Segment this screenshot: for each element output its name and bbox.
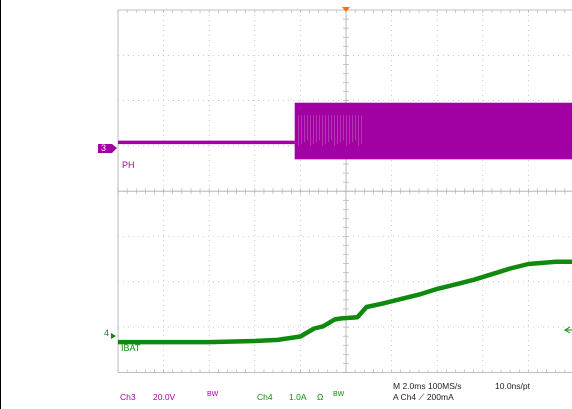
ph-series-label: PH xyxy=(122,160,135,170)
frame-left xyxy=(0,0,1,409)
ch4-scale: 1.0A xyxy=(289,392,307,402)
ch3-badge-label: 3 xyxy=(101,143,106,153)
ch3-scale: 20.0V xyxy=(153,392,176,402)
ibat-trace xyxy=(118,259,572,345)
trigger-position-marker xyxy=(342,7,350,12)
timebase: M 2.0ms 100MS/s xyxy=(393,381,462,391)
ch4-arrow xyxy=(111,333,116,339)
trigger-setting: A Ch4 ⟋ 200mA xyxy=(393,392,454,402)
ch3-bw: BW xyxy=(207,391,219,398)
ibat-series-label: IBAT xyxy=(121,343,141,353)
ch4-label: Ch4 xyxy=(257,392,273,402)
traces xyxy=(118,102,572,345)
ch3-label: Ch3 xyxy=(120,392,136,402)
ch3-arrow xyxy=(112,144,117,153)
ch4-ohm: Ω xyxy=(317,392,323,402)
markers: 3 PH 4 IBAT xyxy=(98,7,572,353)
ph-trace-switching-envelope xyxy=(294,102,572,160)
ch4-bw: BW xyxy=(333,391,345,398)
ch4-badge-label: 4 xyxy=(104,328,109,338)
status-bar: Ch3 20.0V BW Ch4 1.0A Ω BW M 2.0ms 100MS… xyxy=(120,381,531,402)
ch3-ground-marker xyxy=(98,144,112,153)
resolution: 10.0ns/pt xyxy=(495,381,531,391)
